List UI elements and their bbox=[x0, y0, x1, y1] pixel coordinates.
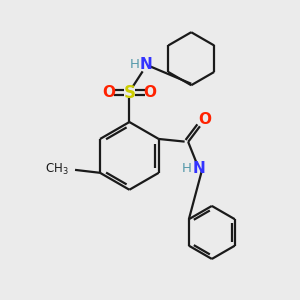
Text: O: O bbox=[102, 85, 115, 100]
Text: N: N bbox=[140, 57, 153, 72]
Text: N: N bbox=[193, 161, 206, 176]
Text: O: O bbox=[143, 85, 157, 100]
Text: H: H bbox=[182, 162, 192, 175]
Text: S: S bbox=[123, 84, 135, 102]
Text: O: O bbox=[198, 112, 211, 127]
Text: H: H bbox=[130, 58, 140, 71]
Text: CH$_3$: CH$_3$ bbox=[46, 162, 69, 177]
